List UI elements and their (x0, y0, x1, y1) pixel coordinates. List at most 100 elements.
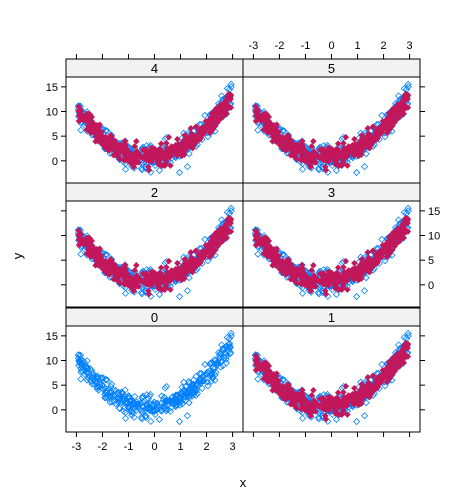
open-point (103, 251, 111, 259)
open-point (103, 376, 111, 384)
open-point (99, 374, 107, 382)
filled-point (205, 241, 212, 248)
filled-point (98, 252, 105, 260)
y-tick-label: 0 (428, 280, 434, 292)
filled-point (113, 151, 121, 158)
filled-point (387, 122, 394, 130)
filled-point (281, 145, 288, 153)
open-point (173, 395, 181, 403)
open-point (130, 400, 138, 408)
open-point (218, 92, 226, 100)
filled-point (99, 136, 106, 143)
open-point (83, 376, 91, 384)
filled-point (115, 143, 122, 150)
filled-point (210, 246, 217, 254)
y-tick-label: 5 (428, 255, 434, 267)
filled-point (332, 284, 339, 292)
filled-point (322, 166, 330, 174)
open-point (182, 390, 190, 398)
open-point (227, 329, 235, 337)
open-point (315, 415, 323, 423)
filled-point (102, 133, 110, 141)
open-point (404, 83, 412, 91)
open-point (153, 402, 162, 410)
filled-point (133, 261, 140, 269)
filled-point (321, 163, 329, 171)
open-point (226, 350, 234, 358)
open-point (215, 351, 224, 360)
filled-point (96, 121, 104, 128)
x-tick-label: 1 (354, 40, 360, 52)
open-point (298, 165, 307, 173)
panel-frame (242, 200, 421, 308)
open-point (150, 406, 158, 414)
panel-strip-label: 1 (328, 310, 335, 325)
filled-point (375, 130, 383, 138)
x-tick-label: 2 (203, 441, 209, 453)
filled-point (304, 152, 312, 160)
open-point (139, 398, 147, 406)
filled-point (404, 228, 412, 235)
open-point (217, 363, 225, 371)
filled-point (310, 386, 317, 394)
filled-point (181, 131, 189, 139)
filled-point (254, 232, 262, 240)
open-point (127, 408, 135, 416)
filled-point (104, 269, 111, 277)
filled-point (186, 137, 194, 145)
x-tick-label: 3 (230, 441, 236, 453)
filled-point (77, 108, 85, 116)
filled-point (205, 117, 212, 124)
open-point (197, 377, 205, 385)
filled-point (332, 160, 339, 168)
filled-point (364, 373, 372, 381)
x-tick-label: 2 (380, 40, 386, 52)
panel-3: 3 0 5 10 15 (242, 182, 440, 308)
filled-point (222, 221, 230, 229)
x-tick-label: -1 (124, 441, 134, 453)
x-tick-label: -3 (249, 40, 259, 52)
open-point (225, 339, 234, 347)
filled-point (222, 230, 229, 238)
filled-point (187, 248, 195, 256)
x-tick-label: -2 (98, 441, 108, 453)
panel-frame (242, 76, 421, 184)
filled-point (363, 261, 371, 269)
open-point (201, 235, 209, 243)
filled-point (298, 142, 306, 150)
filled-point (358, 396, 366, 404)
filled-point (269, 257, 277, 264)
filled-point (306, 411, 314, 418)
open-point (353, 168, 361, 177)
filled-point (264, 377, 272, 385)
open-point (404, 329, 412, 337)
open-point (77, 368, 85, 376)
x-tick-label: 0 (328, 40, 334, 52)
filled-point (342, 257, 350, 265)
filled-point (357, 387, 364, 395)
points-group (251, 204, 412, 301)
filled-point (133, 137, 140, 145)
filled-point (351, 146, 359, 154)
filled-point (369, 123, 377, 130)
filled-point (342, 151, 349, 159)
open-point (128, 408, 137, 416)
filled-point (276, 260, 283, 267)
filled-point (368, 257, 376, 265)
filled-point (388, 356, 396, 363)
open-point (77, 250, 85, 258)
open-point (201, 360, 209, 368)
filled-point (350, 135, 358, 143)
filled-point (329, 275, 337, 283)
filled-point (263, 360, 271, 367)
open-point (108, 398, 116, 406)
open-point (395, 92, 403, 100)
filled-point (383, 253, 391, 261)
filled-point (388, 107, 396, 114)
filled-point (368, 133, 376, 141)
filled-point (110, 141, 117, 149)
filled-point (279, 133, 287, 141)
filled-point (188, 254, 195, 261)
open-point (202, 370, 210, 378)
open-point (298, 414, 307, 422)
